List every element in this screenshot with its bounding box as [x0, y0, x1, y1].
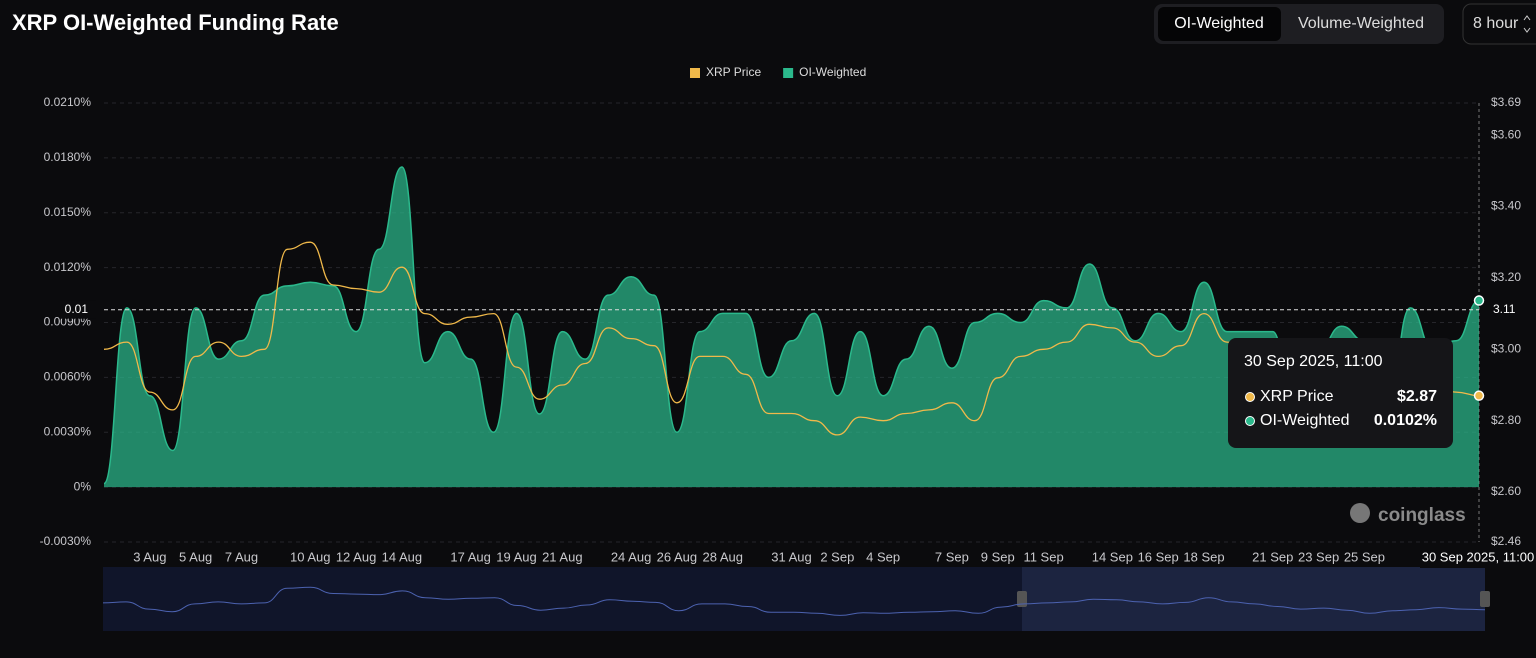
y-tick-label: 0.0180%: [44, 150, 92, 164]
x-tick-label: 28 Aug: [703, 549, 744, 564]
chevron: [1523, 15, 1531, 33]
y2-tick-label: $2.80: [1491, 413, 1521, 427]
area-line: [103, 166, 1480, 485]
mode-label: Volume-Weighted: [1298, 15, 1424, 32]
crosshair-y2-label: 3.11: [1493, 302, 1516, 316]
tooltip-title: 30 Sep 2025, 11:00: [1244, 353, 1383, 370]
x-tick-label: 16 Sep: [1138, 549, 1179, 564]
y2-tick-label: $3.60: [1491, 127, 1521, 141]
y2-tick-label: $2.60: [1491, 484, 1521, 498]
y-tick-label: 0.0030%: [44, 424, 92, 438]
legend-label: OI-Weighted: [799, 65, 866, 79]
y-tick-label: 0%: [74, 479, 92, 493]
y-tick-label: 0.0210%: [44, 95, 92, 109]
legend-swatch: [783, 68, 794, 78]
chart-title: XRP OI-Weighted Funding Rate: [12, 10, 339, 35]
navigator-handle[interactable]: [1480, 591, 1490, 607]
x-tick-label: 14 Aug: [382, 549, 423, 564]
crosshair-label-bg: [60, 300, 96, 319]
tooltip-value: 0.0102%: [1374, 412, 1437, 429]
x-tick-label: 4 Sep: [866, 549, 900, 564]
x-tick-label: 25 Sep: [1344, 549, 1385, 564]
y-tick-label: 0.0120%: [44, 260, 92, 274]
x-tick-label: 26 Aug: [657, 549, 698, 564]
x-tick-label: 11 Sep: [1023, 549, 1063, 564]
legend-swatch: [690, 68, 700, 78]
hover-marker: [1473, 295, 1485, 306]
x-tick-label: 21 Aug: [542, 549, 583, 564]
tooltip-name: OI-Weighted: [1260, 412, 1350, 429]
interval-label: 8 hour: [1473, 15, 1519, 32]
y2-tick-label: $3.69: [1491, 95, 1521, 109]
crosshair-x-label: 30 Sep 2025, 11:00: [1422, 549, 1535, 564]
crosshair-y-label: 0.01: [65, 302, 89, 316]
y-tick-label: 0.0060%: [44, 370, 92, 384]
crosshair-x-label-bg: [1420, 548, 1536, 568]
area: [104, 167, 1479, 488]
y2-tick-label: $3.40: [1491, 199, 1521, 213]
tooltip-dot: [1245, 416, 1255, 426]
watermark-text: coinglass: [1378, 505, 1466, 526]
x-tick-label: 7 Sep: [935, 549, 969, 564]
x-tick-label: 3 Aug: [133, 549, 166, 564]
x-tick-label: 19 Aug: [496, 549, 537, 564]
x-tick-label: 14 Sep: [1092, 549, 1133, 564]
hover-marker: [1473, 390, 1485, 401]
x-tick-label: 7 Aug: [225, 549, 258, 564]
tooltip-value: $2.87: [1397, 388, 1437, 405]
x-tick-label: 24 Aug: [611, 549, 652, 564]
navigator-handle[interactable]: [1017, 591, 1027, 607]
x-tick-label: 10 Aug: [290, 549, 331, 564]
x-tick-label: 18 Sep: [1183, 549, 1224, 564]
tooltip-name: XRP Price: [1260, 388, 1334, 405]
x-tick-label: 5 Aug: [179, 549, 212, 564]
x-tick-label: 31 Aug: [771, 549, 812, 564]
navigator-line: [102, 586, 1486, 616]
y2-tick-label: $3.20: [1491, 270, 1521, 284]
mode-label: OI-Weighted: [1174, 15, 1264, 32]
tooltip-dot: [1245, 392, 1255, 402]
y2-tick-label: $2.46: [1491, 534, 1521, 548]
x-tick-label: 17 Aug: [450, 549, 491, 564]
tooltip: [1228, 338, 1453, 448]
x-tick-label: 12 Aug: [336, 549, 377, 564]
interval-select[interactable]: [1462, 3, 1536, 45]
x-tick-label: 2 Sep: [820, 549, 854, 564]
watermark-icon: [1350, 503, 1370, 523]
y-tick-label: -0.0030%: [40, 534, 92, 548]
x-tick-label: 23 Sep: [1298, 549, 1339, 564]
mode-button-active[interactable]: [1158, 7, 1281, 41]
x-tick-label: 21 Sep: [1252, 549, 1293, 564]
y-tick-label: 0.0150%: [44, 205, 92, 219]
legend-label: XRP Price: [706, 65, 761, 79]
watermark: coinglass: [1350, 503, 1466, 526]
x-tick-label: 9 Sep: [981, 549, 1015, 564]
y2-tick-label: $3.00: [1491, 341, 1521, 355]
